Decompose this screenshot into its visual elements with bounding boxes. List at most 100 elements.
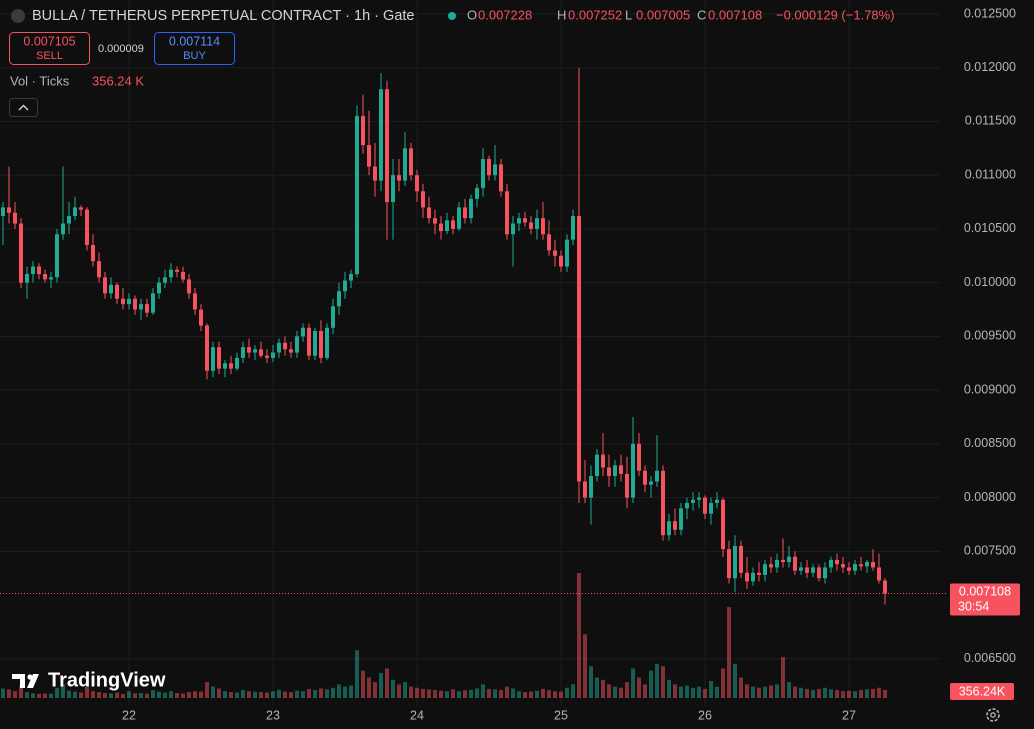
candle-body [49, 277, 53, 280]
volume-bar [373, 682, 377, 698]
settings-icon[interactable] [986, 708, 1000, 722]
volume-bar [703, 688, 707, 698]
volume-bar [877, 687, 881, 698]
buy-button[interactable] [154, 32, 235, 65]
candle-body [13, 212, 17, 224]
volume-bar [265, 692, 269, 698]
volume-bar [67, 690, 71, 698]
candle-body [211, 347, 215, 371]
volume-bar [673, 684, 677, 698]
candle-body [607, 467, 611, 477]
candle-body [169, 269, 173, 278]
high-value: 0.007252 [568, 7, 622, 22]
volume-bar [769, 685, 773, 698]
candle-body [799, 567, 803, 571]
volume-bar [421, 688, 425, 698]
candle-body [871, 562, 875, 568]
volume-bar [127, 691, 131, 698]
candle-body [703, 497, 707, 514]
y-tick-label: 0.010000 [964, 275, 1016, 289]
buy-label[interactable]: BUY [183, 50, 206, 62]
buy-price[interactable]: 0.007114 [169, 34, 220, 48]
volume-bar [535, 690, 539, 698]
volume-bar [391, 679, 395, 698]
logo-dot [27, 674, 33, 680]
candle-body [121, 298, 125, 305]
candle-body [85, 209, 89, 246]
candle-body [265, 355, 269, 358]
volume-bar [469, 689, 473, 698]
volume-bar [133, 693, 137, 698]
candle-body [175, 269, 179, 272]
candle-body [475, 188, 479, 199]
candle-body [745, 572, 749, 582]
volume-bar [841, 691, 845, 698]
collapse-button[interactable] [9, 98, 38, 117]
y-tick-label: 0.007500 [964, 544, 1016, 558]
candle-body [409, 148, 413, 176]
volume-bar [679, 686, 683, 698]
volume-bar [445, 691, 449, 698]
volume-bar [499, 690, 503, 698]
volume-bar [415, 687, 419, 698]
volume-bar [349, 685, 353, 698]
volume-tag-value: 356.24K [959, 684, 1006, 698]
volume-bar [781, 657, 785, 698]
candle-body [493, 164, 497, 176]
volume-bar [307, 688, 311, 698]
candle-body [217, 347, 221, 369]
volume-bar [379, 673, 383, 698]
volume-bar [649, 670, 653, 698]
candle-body [1, 207, 5, 217]
candle-body [451, 220, 455, 229]
volume-bar [457, 691, 461, 698]
candle-body [187, 279, 191, 294]
candle-body [553, 250, 557, 256]
y-tick-label: 0.012000 [964, 60, 1016, 74]
volume-bar [463, 690, 467, 698]
price-tag-countdown: 30:54 [958, 600, 989, 614]
candle-body [133, 298, 137, 310]
sell-price[interactable]: 0.007105 [23, 34, 75, 48]
candle-body [289, 349, 293, 353]
volume-bar [235, 692, 239, 698]
volume-bar [721, 668, 725, 698]
candle-body [667, 521, 671, 536]
candle-body [853, 564, 857, 571]
candle-body [775, 559, 779, 568]
candle-body [829, 559, 833, 568]
sell-label[interactable]: SELL [36, 50, 63, 62]
candle-body [319, 331, 323, 358]
volume-bar [715, 686, 719, 698]
volume-bar [733, 663, 737, 698]
candle-body [721, 499, 725, 550]
volume-bar [553, 691, 557, 698]
volume-bar [301, 691, 305, 698]
candle-body [589, 476, 593, 498]
candle-body [865, 562, 869, 567]
volume-bar [709, 680, 713, 698]
y-tick-label: 0.006500 [964, 651, 1016, 665]
sell-button[interactable] [9, 32, 90, 65]
candle-body [883, 580, 887, 594]
candle-body [193, 293, 197, 310]
candle-body [769, 564, 773, 568]
x-tick-label: 25 [554, 708, 568, 722]
chevron-icon[interactable] [18, 104, 29, 111]
volume-bar [7, 689, 11, 698]
volume-bar [577, 573, 581, 698]
candle-body [379, 89, 383, 181]
volume-bar [325, 689, 329, 698]
volume-bar [655, 663, 659, 698]
volume-legend-label: Vol · Ticks [10, 73, 70, 88]
volume-bar [547, 690, 551, 698]
price-tag [950, 583, 1020, 616]
volume-bar [85, 687, 89, 698]
candle-body [691, 499, 695, 503]
low-value: 0.007005 [636, 7, 690, 22]
candle-body [295, 336, 299, 353]
settings-icon-center[interactable] [990, 712, 996, 718]
volume-bar [121, 693, 125, 698]
candle-body [433, 218, 437, 224]
x-tick-label: 26 [698, 708, 712, 722]
